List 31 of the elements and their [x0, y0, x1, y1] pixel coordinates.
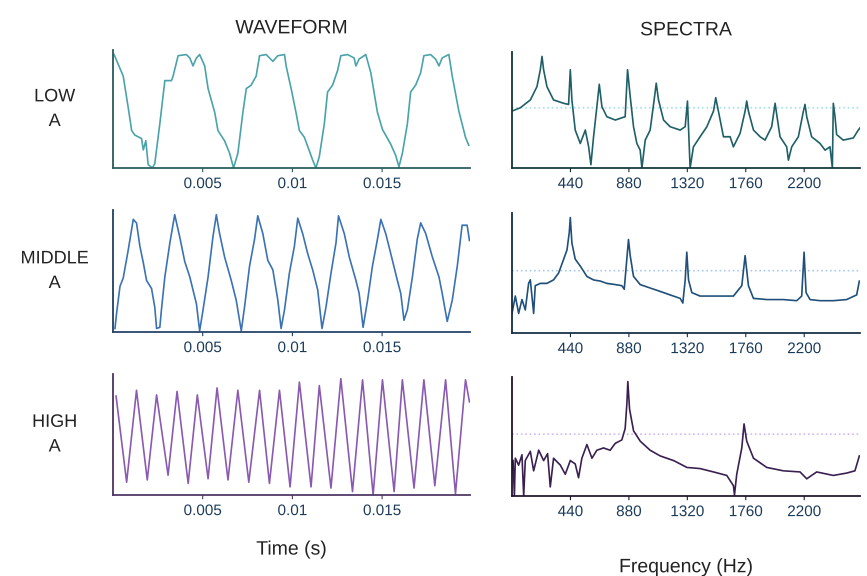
x-tick-label: 0.015: [364, 504, 401, 516]
x-tick-label: 2200: [788, 177, 821, 188]
chart-title: SPECTRA: [640, 22, 732, 36]
chart-title: WAVEFORM: [235, 20, 346, 34]
x-tick-label: 0.005: [184, 177, 222, 188]
x-tick-label: 1320: [672, 505, 704, 516]
x-tick-label: 0.015: [364, 341, 401, 352]
x-tick-label: 880: [616, 505, 642, 516]
y-axis-title: LOW A: [36, 88, 76, 126]
y-axis-title: HIGH A: [34, 414, 76, 452]
x-tick-label: 0.01: [278, 177, 307, 188]
y-axis-title: MIDDLE A: [22, 250, 88, 288]
x-axis-title: Frequency (Hz): [620, 558, 752, 576]
x-tick-label: 880: [616, 177, 642, 188]
x-tick-label: 440: [558, 505, 583, 516]
x-axis-title: Time (s): [256, 540, 326, 559]
x-tick-label: 0.005: [184, 341, 222, 352]
x-tick-label: 0.005: [184, 504, 222, 516]
x-tick-label: 0.01: [278, 504, 307, 516]
x-tick-label: 0.01: [278, 341, 307, 352]
x-tick-label: 0.015: [364, 177, 401, 188]
x-tick-label: 2200: [788, 505, 821, 516]
x-tick-label: 440: [558, 342, 583, 354]
x-tick-label: 2200: [788, 342, 821, 354]
x-tick-label: 440: [558, 177, 583, 188]
x-tick-label: 1760: [730, 505, 762, 516]
x-tick-label: 1760: [730, 177, 762, 188]
x-tick-label: 1320: [672, 177, 704, 188]
x-tick-label: 1760: [730, 342, 762, 354]
x-tick-label: 1320: [672, 342, 704, 354]
x-tick-label: 880: [616, 342, 642, 354]
